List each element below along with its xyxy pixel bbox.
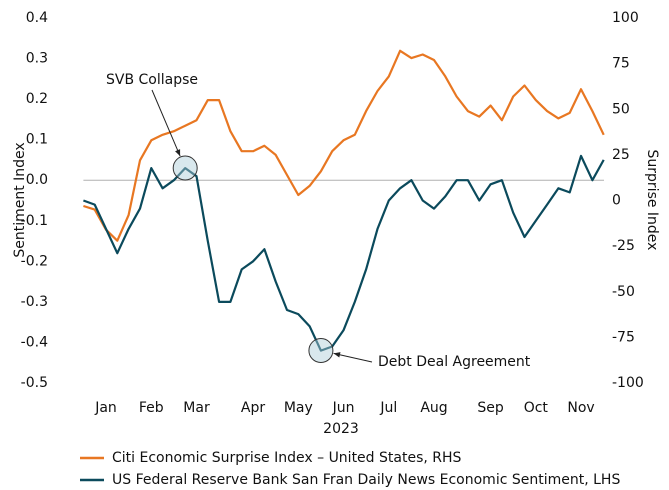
y2-tick-label: -50 xyxy=(612,284,635,300)
y-tick-label: -0.2 xyxy=(21,253,48,269)
y-tick-label: 0.4 xyxy=(26,10,48,26)
annotation-arrow xyxy=(151,89,181,157)
y2-tick-label: -75 xyxy=(612,329,635,345)
x-tick-label: Jun xyxy=(332,400,355,416)
y2-tick-label: 0 xyxy=(612,193,621,209)
y-tick-label: 0.1 xyxy=(26,132,48,148)
x-tick-label: Nov xyxy=(567,400,594,416)
x-tick-label: Jul xyxy=(379,400,397,416)
x-axis-label: 2023 xyxy=(323,421,359,437)
x-tick-label: Apr xyxy=(241,400,265,416)
x-tick-label: Oct xyxy=(524,400,549,416)
y-tick-label: 0.3 xyxy=(26,51,48,67)
x-tick-label: Feb xyxy=(139,400,164,416)
y2-tick-label: -25 xyxy=(612,238,635,254)
y-tick-label: -0.5 xyxy=(21,375,48,391)
x-tick-label: Aug xyxy=(420,400,447,416)
y2-tick-label: -100 xyxy=(612,375,644,391)
series-line xyxy=(83,154,605,352)
annotation-marker xyxy=(172,155,198,181)
annotation-marker xyxy=(308,338,334,364)
y2-tick-label: 75 xyxy=(612,56,630,72)
y-tick-label: -0.1 xyxy=(21,213,48,229)
y2-axis-label: Surprise Index xyxy=(644,150,660,251)
annotation-arrowhead xyxy=(333,352,341,358)
x-tick-label: May xyxy=(284,400,313,416)
y-tick-label: 0.2 xyxy=(26,91,48,107)
y-tick-label: -0.3 xyxy=(21,294,48,310)
y2-tick-label: 50 xyxy=(612,101,630,117)
y-axis-label: Sentiment Index xyxy=(12,142,28,257)
legend-label: Citi Economic Surprise Index – United St… xyxy=(112,450,462,466)
y2-tick-label: 100 xyxy=(612,10,639,26)
y-tick-label: -0.4 xyxy=(21,334,48,350)
y-tick-label: 0.0 xyxy=(26,172,48,188)
annotation-text: SVB Collapse xyxy=(106,72,198,88)
legend-label: US Federal Reserve Bank San Fran Daily N… xyxy=(112,472,620,488)
annotation-arrowhead xyxy=(175,149,181,157)
x-tick-label: Sep xyxy=(477,400,504,416)
annotation-text: Debt Deal Agreement xyxy=(378,354,531,370)
x-tick-label: Mar xyxy=(183,400,210,416)
annotation-arrow xyxy=(333,352,373,363)
y2-tick-label: 25 xyxy=(612,147,630,163)
x-tick-label: Jan xyxy=(94,400,117,416)
